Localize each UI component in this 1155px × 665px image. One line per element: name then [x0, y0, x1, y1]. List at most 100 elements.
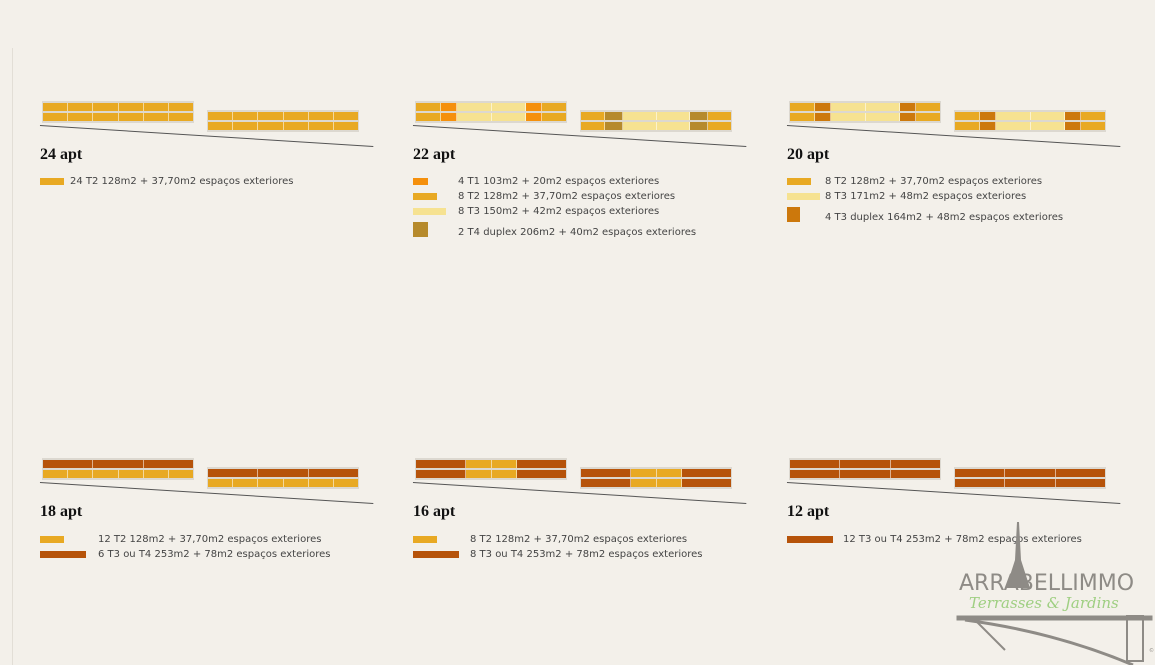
panel-18-apt: 18 apt 12 T2 128m2 + 37,70m2 espaços exte… — [39, 457, 380, 617]
unit-T2 — [233, 122, 259, 130]
unit-T3 — [996, 112, 1031, 120]
unit-T2 — [208, 479, 234, 487]
unit-T34 — [581, 469, 631, 477]
building-b — [580, 110, 732, 132]
legend-label: 8 T2 128m2 + 37,70m2 espaços exteriores — [470, 534, 688, 545]
building-a — [789, 101, 941, 123]
unit-T34 — [790, 460, 841, 468]
legend-item: 8 T3 171m2 + 48m2 espaços exteriores — [787, 189, 1127, 204]
unit-T2 — [233, 479, 259, 487]
building-a — [42, 458, 194, 480]
unit-T2 — [1081, 112, 1105, 120]
arrabellimmo-logo: ARRABELLIMMO Terrasses & Jardins © — [956, 522, 1154, 665]
unit-T2 — [466, 470, 492, 478]
floor-row — [208, 122, 359, 130]
unit-T2 — [118, 470, 144, 478]
building-a — [415, 101, 567, 123]
legend-item: 4 T3 duplex 164m2 + 48m2 espaços exterio… — [787, 204, 1127, 228]
unit-T2 — [491, 460, 517, 468]
legend-label: 8 T2 128m2 + 37,70m2 espaços exteriores — [825, 176, 1043, 187]
unit-T2 — [333, 122, 359, 130]
floor-row — [208, 479, 359, 487]
legend-item: 12 T2 128m2 + 37,70m2 espaços exteriores — [40, 532, 380, 547]
unit-T34 — [308, 469, 358, 477]
copyright-mark: © — [1149, 647, 1154, 654]
unit-T3 — [1030, 122, 1065, 130]
unit-T2 — [118, 113, 144, 121]
legend-swatch — [40, 536, 64, 543]
unit-D20 — [979, 122, 997, 130]
unit-T2 — [43, 113, 69, 121]
unit-T1 — [440, 113, 458, 121]
unit-T34 — [840, 470, 891, 478]
unit-T3 — [831, 103, 866, 111]
unit-T34 — [143, 460, 193, 468]
unit-T34 — [955, 469, 1006, 477]
floor-row — [581, 469, 731, 477]
unit-T3 — [831, 113, 866, 121]
unit-T34 — [1005, 469, 1056, 477]
unit-T2 — [707, 112, 731, 120]
floor-row — [208, 112, 359, 120]
unit-T2 — [916, 113, 940, 121]
unit-T1 — [440, 103, 458, 111]
unit-T2 — [790, 113, 815, 121]
eiffel-tower-icon — [1006, 522, 1030, 588]
unit-T2 — [283, 112, 309, 120]
legend-swatch — [787, 536, 833, 543]
unit-T2 — [466, 460, 492, 468]
floor-row — [416, 470, 566, 478]
unit-T2 — [68, 103, 94, 111]
panel-title: 16 apt — [413, 503, 456, 520]
legend-label: 8 T3 ou T4 253m2 + 78m2 espaços exterior… — [470, 549, 703, 560]
legend-swatch — [413, 222, 428, 237]
panel-title: 24 apt — [40, 146, 83, 163]
panel-12-apt: 12 apt 12 T3 ou T4 253m2 + 78m2 espaços e… — [786, 457, 1127, 617]
building-b — [207, 467, 359, 489]
legend-item: 12 T3 ou T4 253m2 + 78m2 espaços exterio… — [787, 532, 1127, 547]
legend: 8 T2 128m2 + 37,70m2 espaços exteriores 8… — [787, 174, 1127, 228]
panel-22-apt: 22 apt 4 T1 103m2 + 20m2 espaços exterior… — [412, 100, 753, 260]
panel-24-apt: 24 apt 24 T2 128m2 + 37,70m2 espaços exte… — [39, 100, 380, 260]
legend: 4 T1 103m2 + 20m2 espaços exteriores 8 T2… — [413, 174, 753, 243]
unit-T34 — [682, 469, 731, 477]
floor-row — [581, 479, 731, 487]
building-b — [207, 110, 359, 132]
unit-T2 — [143, 103, 169, 111]
unit-T34 — [93, 460, 144, 468]
legend-label: 8 T2 128m2 + 37,70m2 espaços exteriores — [458, 191, 676, 202]
legend-swatch — [40, 551, 86, 558]
unit-T34 — [416, 470, 466, 478]
unit-D20 — [899, 113, 917, 121]
unit-T2 — [581, 122, 606, 130]
unit-T2 — [581, 112, 606, 120]
floor-row — [581, 112, 731, 120]
page-edge-divider — [12, 48, 13, 665]
unit-T34 — [1005, 479, 1056, 487]
unit-D22 — [690, 112, 708, 120]
unit-T2 — [656, 479, 682, 487]
legend-label: 8 T3 150m2 + 42m2 espaços exteriores — [458, 206, 660, 217]
floor-row — [416, 103, 566, 111]
building-a — [42, 101, 194, 123]
unit-T3 — [457, 113, 492, 121]
unit-T2 — [68, 113, 94, 121]
legend-item: 2 T4 duplex 206m2 + 40m2 espaços exterio… — [413, 219, 753, 243]
legend-label: 12 T3 ou T4 253m2 + 78m2 espaços exterio… — [843, 534, 1082, 545]
legend-swatch — [413, 551, 459, 558]
unit-T34 — [258, 469, 309, 477]
unit-D20 — [899, 103, 917, 111]
legend-swatch — [787, 207, 800, 222]
panel-title: 18 apt — [40, 503, 83, 520]
unit-T34 — [1055, 469, 1105, 477]
unit-T2 — [790, 103, 815, 111]
unit-T2 — [258, 479, 284, 487]
legend-item: 8 T2 128m2 + 37,70m2 espaços exteriores — [413, 532, 753, 547]
unit-T2 — [542, 113, 566, 121]
unit-T2 — [416, 103, 441, 111]
floor-row — [208, 469, 358, 477]
unit-T1 — [525, 103, 543, 111]
legend: 8 T2 128m2 + 37,70m2 espaços exteriores 8… — [413, 532, 753, 562]
unit-T2 — [916, 103, 940, 111]
unit-T3 — [865, 113, 900, 121]
